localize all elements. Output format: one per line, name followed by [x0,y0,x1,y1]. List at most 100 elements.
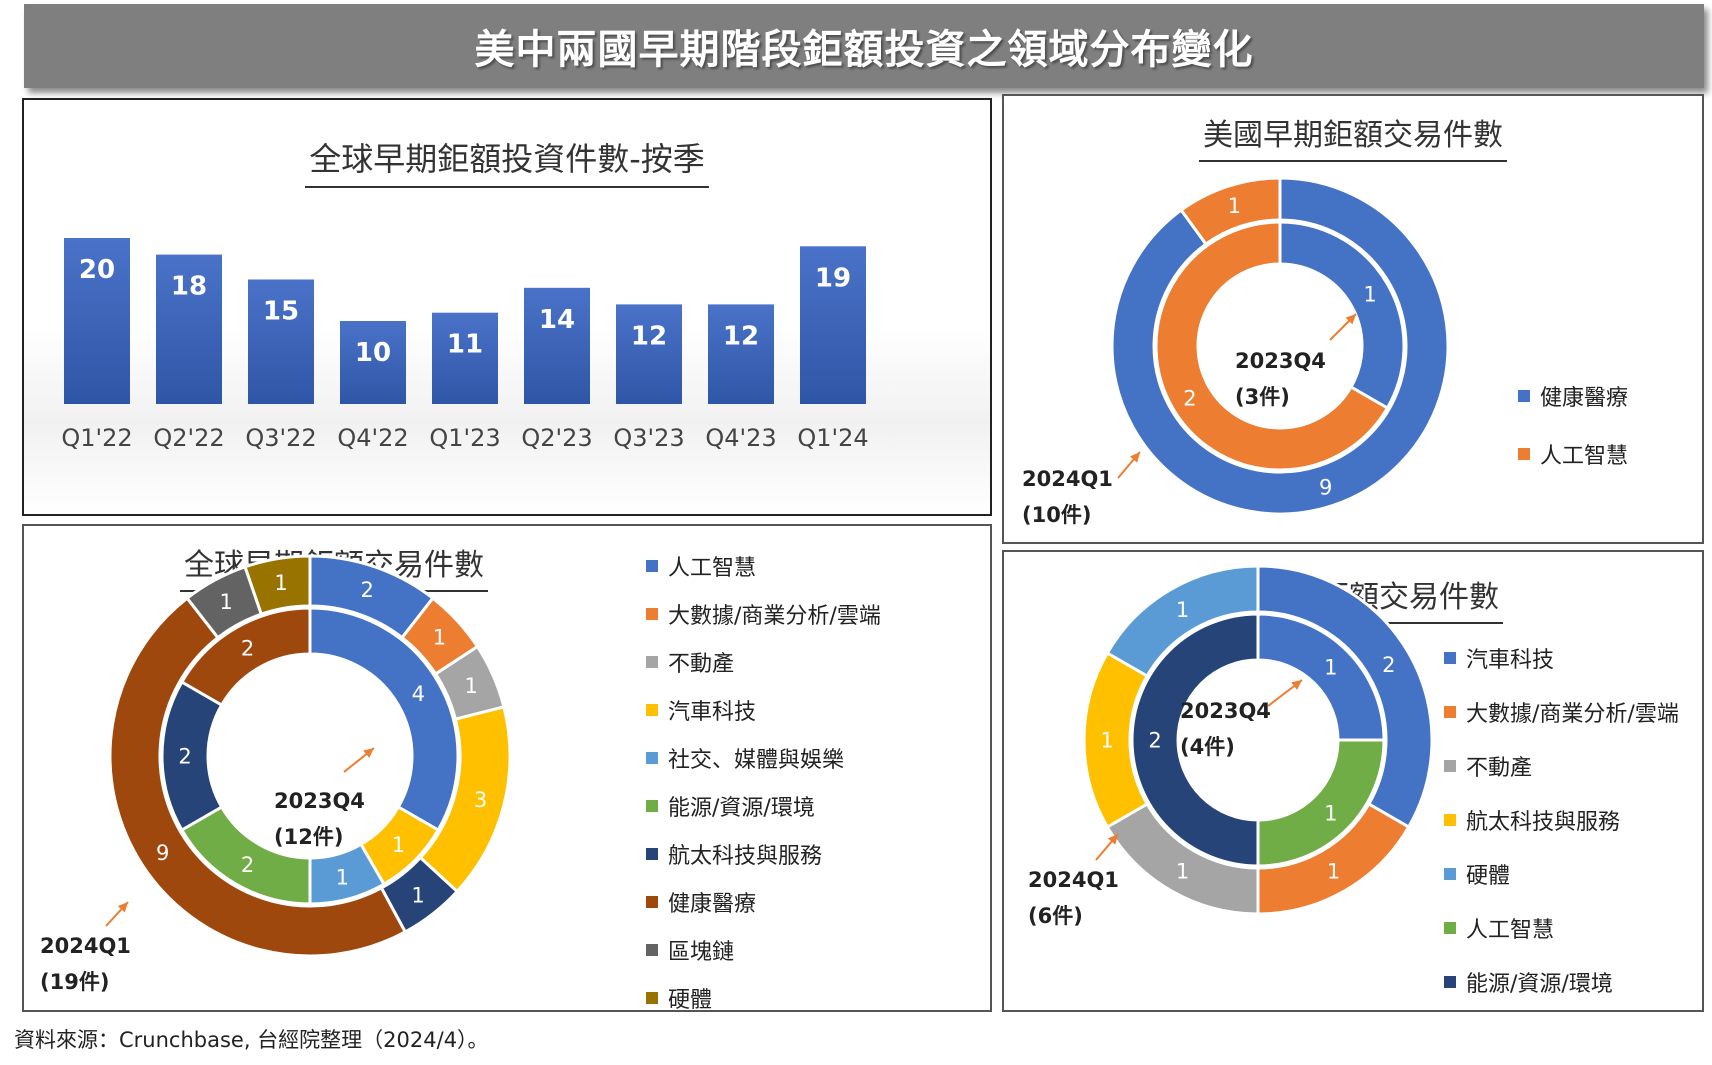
slice-value-label: 9 [1319,475,1332,499]
cn-outer-period: 2024Q1 [1028,868,1119,892]
legend-swatch [646,704,658,716]
cn-outer-total: (6件) [1028,904,1083,928]
legend-label: 健康醫療 [668,892,757,917]
slice-value-label: 2 [178,745,191,769]
arrow-head [1129,452,1140,463]
slice-value-label: 2 [1148,729,1161,753]
legend-swatch [646,992,658,1004]
donut-slice [1256,612,1386,742]
donut-slice [108,596,408,958]
donut-slice [243,554,312,617]
slice-value-label: 2 [1382,653,1395,677]
bar-value-label: 14 [539,305,575,335]
slice-value-label: 1 [1228,194,1241,218]
bar-value-label: 19 [815,263,851,293]
legend-label: 硬體 [668,988,713,1013]
slice-value-label: 1 [392,833,405,857]
legend-item: 硬體 [646,982,881,1014]
legend-label: 不動產 [668,652,735,677]
legend-swatch [646,752,658,764]
slice-value-label: 1 [274,571,287,595]
donut-slice [1256,738,1386,868]
bar-value-label: 11 [447,330,483,360]
slice-value-label: 1 [1176,598,1189,622]
slice-value-label: 1 [433,625,446,649]
arrow-head [117,902,128,913]
bar [64,238,130,404]
donut-slice [1130,612,1260,868]
legend-swatch [646,944,658,956]
us-outer-total: (10件) [1022,503,1091,527]
legend-label: 硬體 [1466,864,1511,889]
slice-value-label: 1 [1324,656,1337,680]
cn-inner-period: 2023Q4 [1180,699,1271,723]
legend-swatch [1518,390,1530,402]
us-title: 美國早期鉅額交易件數 [1199,110,1507,162]
legend-swatch [1444,814,1456,826]
slice-value-label: 1 [220,590,233,614]
legend-label: 人工智慧 [668,556,757,581]
us-panel: 美國早期鉅額交易件數 9 1 1 2 2023Q4 (3件) 2024Q1 (10件) 健康醫… [1002,94,1704,544]
legend-item: 航太科技與服務 [646,838,881,870]
x-tick-label: Q4'22 [337,424,408,452]
bar-value-label: 15 [263,297,299,327]
legend-swatch [1444,706,1456,718]
donut-slice [1278,220,1406,411]
donut-slice [1154,220,1390,472]
legend-item: 能源/資源/環境 [1444,966,1679,998]
arrow-head [1291,680,1302,690]
bar [340,321,406,404]
donut-slice [308,606,460,833]
global-outer-total: (19件) [40,970,109,994]
legend-item: 健康醫療 [646,886,881,918]
x-tick-label: Q3'22 [245,424,316,452]
legend-item: 人工智慧 [1518,438,1628,470]
slice-value-label: 2 [1183,387,1196,411]
legend-label: 人工智慧 [1466,918,1555,943]
bar [432,312,498,404]
legend-label: 大數據/商業分析/雲端 [1466,702,1679,727]
slice-value-label: 2 [241,853,254,877]
cn-inner-total: (4件) [1180,735,1235,759]
legend-label: 社交、媒體與娛樂 [668,748,845,773]
legend-label: 區塊鏈 [668,940,735,965]
bar-value-label: 10 [355,338,391,368]
global-inner-total: (12件) [274,825,343,849]
bar [800,246,866,404]
legend-item: 大數據/商業分析/雲端 [646,598,881,630]
slice-value-label: 1 [1324,801,1337,825]
donut-slice [1110,176,1450,516]
x-tick-label: Q1'24 [797,424,868,452]
legend-label: 汽車科技 [1466,648,1555,673]
legend-label: 大數據/商業分析/雲端 [668,604,881,629]
legend-item: 汽車科技 [646,694,881,726]
global-bar-chart: 20 Q1'22 18 Q2'22 15 Q3'22 10 Q4'22 11 Q1'23 14 Q2'… [61,238,869,452]
slice-value-label: 1 [411,883,424,907]
legend-label: 能源/資源/環境 [1466,972,1613,997]
slice-value-label: 1 [336,865,349,889]
x-tick-label: Q1'23 [429,424,500,452]
slice-value-label: 3 [474,788,487,812]
legend-item: 汽車科技 [1444,642,1679,674]
donut-slice [1256,564,1434,830]
legend-item: 航太科技與服務 [1444,804,1679,836]
global-bar-title: 全球早期鉅額投資件數-按季 [305,134,709,188]
source-note: 資料來源：Crunchbase, 台經院整理（2024/4）。 [14,1028,489,1052]
legend-item: 大數據/商業分析/雲端 [1444,696,1679,728]
slice-value-label: 1 [1363,283,1376,307]
x-tick-label: Q3'23 [613,424,684,452]
donut-slice [1179,176,1282,247]
bar-value-label: 12 [631,321,667,351]
x-tick-label: Q1'22 [61,424,132,452]
global-legend: 人工智慧 大數據/商業分析/雲端 不動產 汽車科技 社交、媒體與娛樂 能源/資源/環境 航太… [646,550,881,1014]
legend-swatch [646,848,658,860]
slice-value-label: 1 [1327,859,1340,883]
bar [156,254,222,404]
cn-donut-chart: 2 1 1 1 1 1 1 2 2023Q4 (4件) 2024Q1 (6件) [1028,564,1434,928]
legend-swatch [1444,922,1456,934]
slice-value-label: 2 [360,578,373,602]
x-tick-label: Q4'23 [705,424,776,452]
legend-item: 不動產 [1444,750,1679,782]
us-donut-chart: 9 1 1 2 2023Q4 (3件) 2024Q1 (10件) [1022,176,1450,527]
